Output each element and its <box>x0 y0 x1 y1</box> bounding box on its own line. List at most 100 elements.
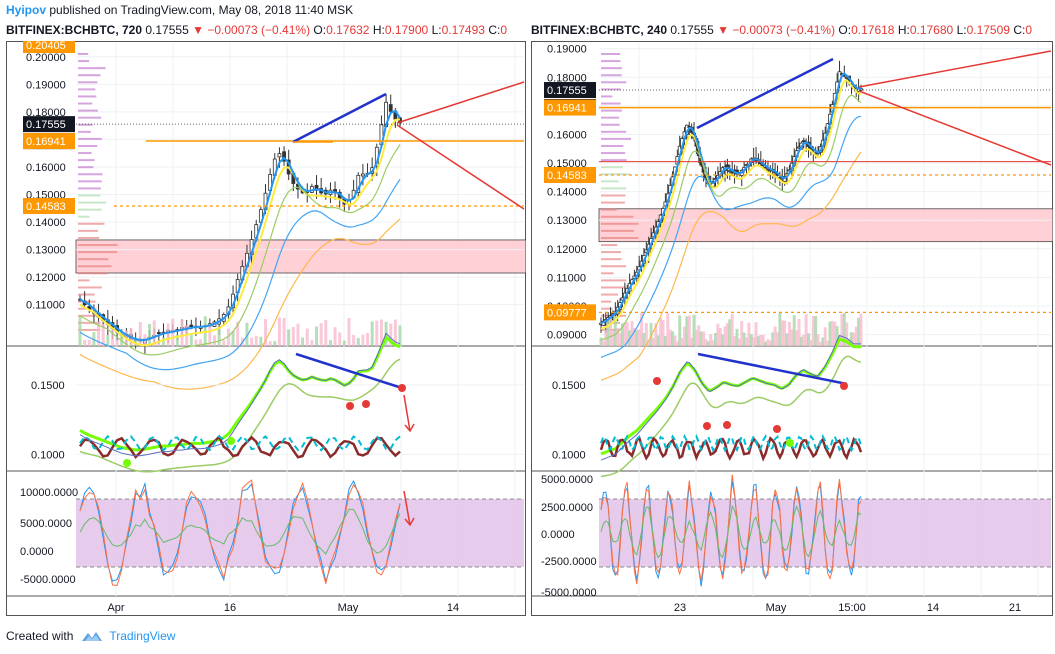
volume-bar <box>115 339 119 346</box>
volume-bar <box>785 333 789 346</box>
chart-1-last: 0.17555 <box>145 23 189 37</box>
price-tick-label: 0.11000 <box>547 272 586 284</box>
volume-bar <box>319 323 323 346</box>
volume-profile-bar <box>78 279 90 282</box>
stoch-tick-label: -2500.0000 <box>541 556 597 568</box>
volume-bar <box>845 322 849 346</box>
indicator-line-cyan <box>79 434 401 452</box>
volume-bar <box>180 320 184 346</box>
volume-bar <box>152 320 156 346</box>
volume-bar <box>659 317 663 346</box>
volume-profile-bar <box>601 159 627 162</box>
volume-bar <box>637 329 641 346</box>
volume-bar <box>787 321 791 346</box>
volume-bar <box>709 334 713 346</box>
volume-bar <box>690 337 694 346</box>
chart-1[interactable]: 0.200000.190000.180000.170000.160000.150… <box>6 41 526 616</box>
volume-bar <box>733 336 737 346</box>
volume-bar <box>718 328 722 346</box>
volume-bar <box>699 331 703 346</box>
volume-bar <box>780 320 784 346</box>
chart-1-close: 0 <box>500 23 507 37</box>
volume-bar <box>807 333 811 346</box>
volume-profile-bar <box>78 173 103 176</box>
price-tick-label: 0.12000 <box>26 272 66 284</box>
volume-profile-bar <box>78 152 92 155</box>
volume-bar <box>264 319 268 346</box>
indicator-signal-dot <box>653 377 661 385</box>
chart-2[interactable]: 0.190000.180000.170000.160000.150000.140… <box>531 41 1053 616</box>
volume-bar <box>361 334 365 346</box>
volume-bar <box>613 316 617 346</box>
volume-bar <box>347 318 351 346</box>
price-label-text: 0.14583 <box>26 201 66 213</box>
indicator-signal-dot <box>773 425 781 433</box>
chart-2-o-label: O: <box>838 23 852 37</box>
volume-bar <box>663 336 667 346</box>
volume-profile-bar <box>78 258 109 261</box>
time-axis-label: 21 <box>1009 602 1021 614</box>
volume-bar <box>849 332 853 346</box>
stoch-tick-label: -5000.0000 <box>541 587 597 599</box>
volume-profile-bar <box>78 236 100 239</box>
volume-bar <box>702 331 706 346</box>
chart-1-open: 0.17632 <box>326 23 370 37</box>
candle-body <box>282 151 286 162</box>
volume-bar <box>706 341 710 346</box>
volume-profile-bar <box>78 201 107 204</box>
indicator-signal-dot <box>123 459 131 467</box>
volume-profile-bar <box>601 300 612 303</box>
volume-profile-bar <box>78 81 98 84</box>
indicator-signal-dot <box>346 402 354 410</box>
author-name[interactable]: Hyipov <box>6 3 47 17</box>
volume-bar <box>301 337 305 346</box>
indicator-signal-dot <box>840 382 848 390</box>
volume-bar <box>833 321 837 346</box>
price-tick-label: 0.13000 <box>547 215 587 227</box>
volume-profile-bar <box>601 173 630 176</box>
volume-profile-bar <box>78 67 106 70</box>
volume-bar <box>282 318 286 346</box>
indicator-line-purple <box>600 334 861 461</box>
price-label-text: 0.09777 <box>547 307 587 319</box>
volume-bar <box>778 312 782 346</box>
indicator-tick-label: 0.1000 <box>552 449 586 461</box>
volume-bar <box>620 323 624 346</box>
price-label-text: 0.17555 <box>547 85 587 97</box>
volume-profile-bar <box>78 272 109 275</box>
stoch-band <box>76 499 524 567</box>
volume-profile-bar <box>601 152 626 155</box>
volume-bar <box>859 313 863 346</box>
volume-profile-bar <box>601 265 627 268</box>
volume-profile-bar <box>601 244 618 247</box>
indicator-tick-label: 0.1500 <box>31 380 65 392</box>
volume-bar <box>97 321 101 346</box>
volume-bar <box>175 334 179 346</box>
moving-average-line <box>79 178 401 371</box>
candle-body <box>189 324 194 328</box>
volume-bar <box>773 326 777 346</box>
volume-bar <box>745 337 749 346</box>
volume-profile-bar <box>78 300 96 303</box>
volume-bar <box>830 320 834 346</box>
trend-line-red-upper <box>396 81 525 124</box>
tradingview-brand[interactable]: TradingView <box>81 626 175 646</box>
price-tick-label: 0.14000 <box>547 187 587 199</box>
tradingview-text: TradingView <box>109 629 176 643</box>
chart-2-symbol: BITFINEX:BCHBTC, 240 <box>531 23 668 37</box>
volume-bar <box>682 326 686 346</box>
trend-line-red-upper <box>858 50 1052 88</box>
volume-bar <box>134 337 138 346</box>
price-tick-label: 0.09000 <box>547 330 587 342</box>
indicator-tick-label: 0.1500 <box>552 380 586 392</box>
volume-profile-bar <box>601 272 614 275</box>
volume-profile-bar <box>78 137 102 140</box>
volume-profile-bar <box>601 307 613 310</box>
price-label-text: 0.14583 <box>547 170 587 182</box>
volume-bar <box>823 327 827 346</box>
volume-bar <box>635 329 639 346</box>
price-label-bg <box>544 166 596 183</box>
volume-bar <box>208 323 212 346</box>
volume-profile-bar <box>78 321 101 324</box>
red-arrow <box>403 490 411 526</box>
